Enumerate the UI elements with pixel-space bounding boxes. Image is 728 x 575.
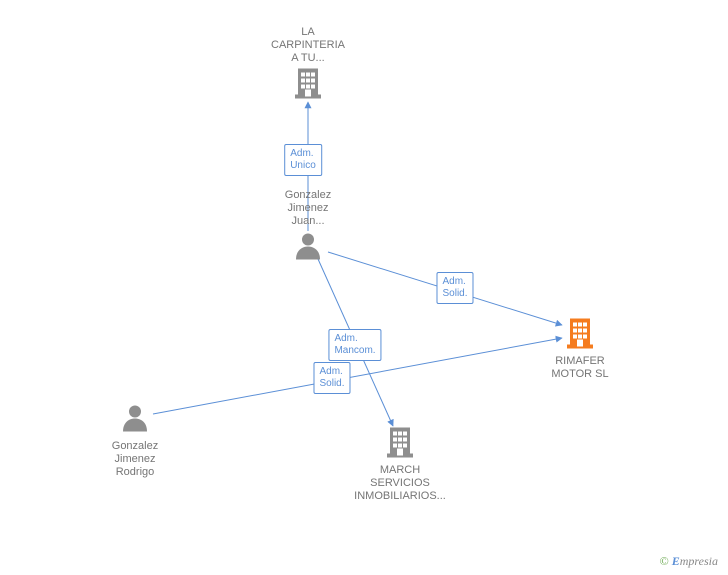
edge-label: Adm. Solid. — [436, 272, 473, 304]
watermark: © Empresia — [660, 554, 718, 569]
edge-label: Adm. Unico — [284, 144, 322, 176]
company-icon[interactable] — [385, 426, 415, 463]
person-icon[interactable] — [294, 232, 322, 265]
company-icon[interactable] — [565, 317, 595, 354]
node-label: RIMAFER MOTOR SL — [551, 355, 608, 381]
node-label: LA CARPINTERIA A TU... — [271, 26, 345, 65]
company-icon[interactable] — [293, 67, 323, 104]
node-label: Gonzalez Jimenez Juan... — [285, 189, 331, 228]
person-icon[interactable] — [121, 404, 149, 437]
node-label: Gonzalez Jimenez Rodrigo — [112, 440, 158, 479]
edge-label: Adm. Mancom. — [328, 329, 381, 361]
watermark-symbol: © — [660, 554, 669, 568]
watermark-brand: Empresia — [672, 554, 718, 568]
edge-label: Adm. Solid. — [313, 362, 350, 394]
node-label: MARCH SERVICIOS INMOBILIARIOS... — [354, 464, 446, 503]
